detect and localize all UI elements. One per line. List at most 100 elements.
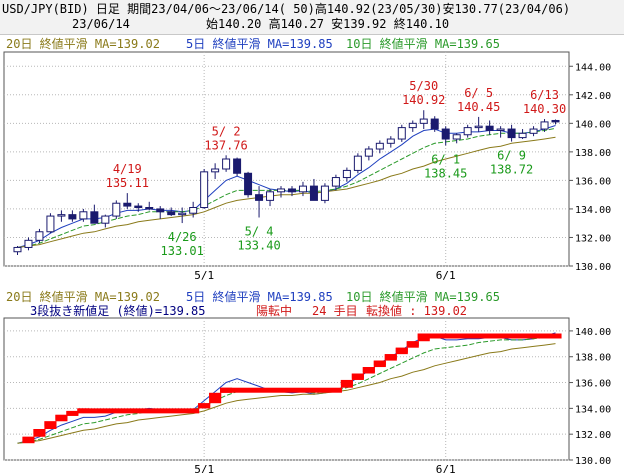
- annotation-date: 6/ 5: [464, 86, 493, 100]
- candle-up: [419, 118, 428, 124]
- candle-down: [485, 125, 494, 131]
- annotation-date: 4/26: [168, 230, 197, 244]
- candle-up: [277, 188, 286, 193]
- candle-up: [474, 125, 483, 129]
- candle-up: [24, 239, 33, 248]
- candle-down: [309, 185, 318, 201]
- three-line-run: [395, 347, 408, 353]
- candle-up: [189, 207, 198, 214]
- candle-down: [90, 211, 99, 224]
- candle-up: [397, 127, 406, 140]
- annotation-value: 137.76: [204, 138, 247, 152]
- bottom-legend-ma5: 5日 終値平滑 MA=139.85: [186, 289, 333, 304]
- y-tick-label: 138.00: [575, 148, 611, 159]
- candle-up: [178, 212, 187, 216]
- candle-up: [342, 169, 351, 179]
- three-line-brick: [209, 392, 222, 404]
- candle-down: [244, 172, 253, 196]
- y-tick-label: 138.00: [575, 353, 611, 364]
- annotation-date: 6/ 1: [431, 152, 460, 166]
- reversal-label: 陽転中: [256, 303, 292, 318]
- y-tick-label: 130.00: [575, 262, 611, 273]
- three-line-run: [209, 392, 222, 398]
- candle-up: [386, 138, 395, 144]
- candle-up: [408, 122, 417, 129]
- candle-down: [233, 158, 242, 174]
- three-line-run: [384, 354, 397, 360]
- candle-up: [211, 168, 220, 173]
- count-label: 24 手目: [312, 304, 358, 318]
- candle-down: [287, 188, 296, 193]
- annotation-value: 138.45: [424, 166, 467, 180]
- three-line-break-chart: 130.00 132.00 134.00 136.00 138.00 140.00 5/1 6…: [3, 289, 611, 473]
- annotation-date: 5/ 4: [245, 224, 274, 238]
- candle-down: [167, 211, 176, 216]
- candle-up: [57, 214, 66, 217]
- candle-up: [320, 185, 329, 201]
- chart-header: USD/JPY(BID) 日足 期間23/04/06～23/06/14( 50)…: [0, 0, 624, 35]
- three-line-run: [362, 367, 375, 373]
- candle-up: [540, 121, 549, 130]
- annotation-value: 138.72: [490, 163, 533, 177]
- y-tick-label: 140.00: [575, 119, 611, 130]
- annotation-date: 4/19: [113, 162, 142, 176]
- candle-up: [375, 142, 384, 150]
- three-line-run: [406, 341, 419, 347]
- turn-label: 転換値 : 139.02: [366, 303, 467, 318]
- y-tick-label: 132.00: [575, 233, 611, 244]
- three-line-run: [417, 333, 562, 339]
- three-line-run: [340, 379, 353, 385]
- candle-down: [551, 119, 560, 123]
- x-tick-label: 6/1: [436, 463, 456, 473]
- ma20-line: [17, 343, 556, 444]
- y-tick-label: 134.00: [575, 404, 611, 415]
- y-tick-label: 144.00: [575, 62, 611, 73]
- y-tick-label: 134.00: [575, 205, 611, 216]
- candle-up: [112, 202, 121, 217]
- candle-up: [353, 155, 362, 171]
- y-tick-label: 130.00: [575, 456, 611, 467]
- three-line-run: [198, 403, 211, 409]
- three-line-run: [22, 436, 35, 442]
- annotation-value: 133.40: [237, 238, 280, 252]
- candle-up: [46, 215, 55, 233]
- candle-down: [430, 118, 439, 130]
- annotation-date: 6/ 9: [497, 149, 526, 163]
- annotation-date: 6/13: [530, 88, 559, 102]
- bottom-legend-ma20: 20日 終値平滑 MA=139.02: [6, 289, 160, 304]
- legend-ma10: 10日 終値平滑 MA=139.65: [346, 36, 500, 51]
- candle-down: [156, 208, 165, 213]
- annotation-value: 135.11: [106, 176, 149, 190]
- candle-down: [507, 128, 516, 139]
- three-line-run: [351, 373, 364, 379]
- candle-up: [518, 132, 527, 139]
- candle-up: [266, 191, 275, 201]
- legend-ma20: 20日 終値平滑 MA=139.02: [6, 36, 160, 51]
- y-tick-label: 136.00: [575, 176, 611, 187]
- x-tick-label: 6/1: [436, 269, 456, 282]
- candle-down: [68, 214, 77, 220]
- candle-up: [529, 128, 538, 134]
- candle-down: [145, 207, 154, 210]
- legend-ma5: 5日 終値平滑 MA=139.85: [186, 36, 333, 51]
- annotation-value: 140.30: [523, 102, 566, 116]
- y-tick-label: 132.00: [575, 430, 611, 441]
- header-title: USD/JPY(BID) 日足 期間23/04/06～23/06/14( 50)…: [2, 2, 571, 16]
- candle-up: [452, 134, 461, 140]
- y-tick-label: 140.00: [575, 327, 611, 338]
- three-line-run: [220, 387, 342, 393]
- candle-up: [364, 148, 373, 157]
- candle-up: [298, 185, 307, 193]
- annotation-date: 5/30: [409, 79, 438, 93]
- three-line-run: [66, 410, 79, 416]
- x-tick-label: 5/1: [194, 463, 214, 473]
- candle-up: [222, 158, 231, 170]
- header-ohlc: 始140.20 高140.27 安139.92 終140.10: [206, 17, 450, 31]
- three-line-run: [373, 360, 386, 366]
- candle-up: [13, 246, 22, 253]
- header-date: 23/06/14: [72, 17, 130, 31]
- candle-up: [463, 127, 472, 136]
- x-tick-label: 5/1: [194, 269, 214, 282]
- candle-down: [123, 202, 132, 207]
- ma20-line: [17, 136, 556, 248]
